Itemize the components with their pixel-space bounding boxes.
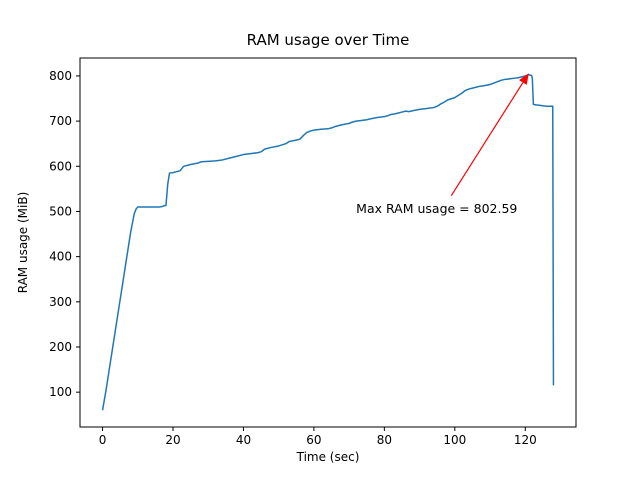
x-tick-label: 20 [165,433,180,447]
annotation-text: Max RAM usage = 802.59 [356,201,517,216]
y-tick-label: 300 [49,295,72,309]
y-tick-label: 200 [49,340,72,354]
ram-usage-line [101,74,555,411]
y-axis-label: RAM usage (MiB) [16,192,30,294]
annotation-arrow-head [519,73,529,85]
x-tick-label: 40 [236,433,251,447]
y-tick-label: 400 [49,250,72,264]
x-tick-label: 0 [99,433,107,447]
y-tick-label: 100 [49,385,72,399]
x-tick-label: 120 [514,433,537,447]
x-tick-label: 60 [306,433,321,447]
x-tick-label: 80 [377,433,392,447]
y-tick-label: 600 [49,159,72,173]
plot-frame [79,57,577,428]
y-tick-label: 700 [49,114,72,128]
x-axis-label: Time (sec) [296,450,360,464]
y-tick-label: 500 [49,204,72,218]
y-tick-label: 800 [49,69,72,83]
x-tick-label: 100 [443,433,466,447]
annotation-arrow-line [450,82,524,196]
chart-title: RAM usage over Time [247,31,410,49]
